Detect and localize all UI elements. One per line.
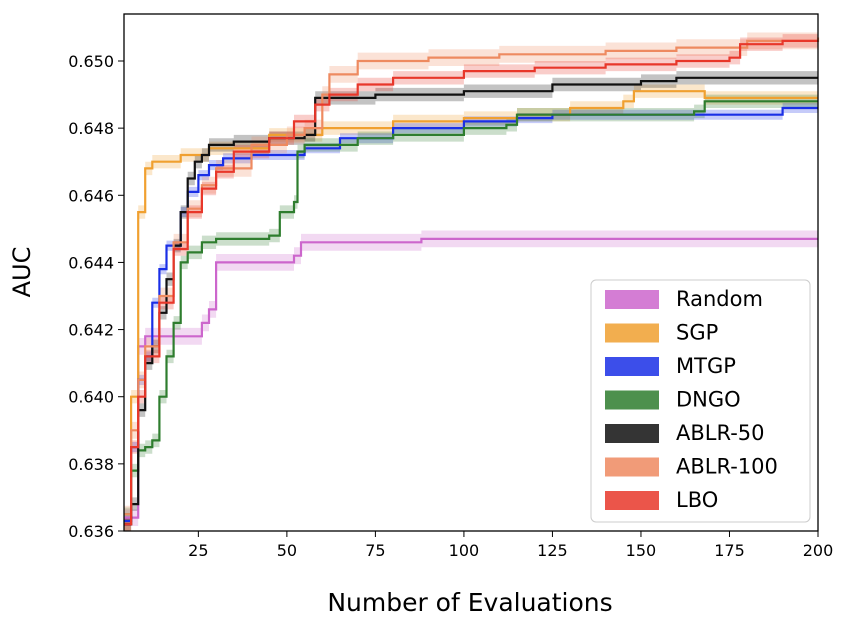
line-random bbox=[124, 237, 818, 519]
line-dngo bbox=[124, 100, 818, 516]
x-tick-label: 175 bbox=[714, 541, 745, 560]
legend-swatch-ablr-100 bbox=[605, 457, 659, 477]
legend-label-ablr-50: ABLR-50 bbox=[676, 421, 765, 445]
x-axis-ticks: 25 50 75 100 125 150 175 200 bbox=[188, 531, 833, 560]
legend-label-ablr-100: ABLR-100 bbox=[676, 455, 778, 479]
plot-frame bbox=[123, 13, 819, 532]
line-lbo bbox=[124, 39, 818, 526]
legend-swatch-mtgp bbox=[605, 357, 659, 376]
y-tick-label: 0.644 bbox=[68, 253, 114, 272]
x-tick-label: 100 bbox=[449, 541, 480, 560]
y-tick-label: 0.648 bbox=[68, 119, 114, 138]
legend-label-lbo: LBO bbox=[676, 488, 718, 512]
y-axis-ticks: 0.636 0.638 0.640 0.642 0.644 0.646 0.648 0.650 bbox=[68, 52, 124, 541]
legend-label-mtgp: MTGP bbox=[676, 354, 736, 378]
y-tick-label: 0.642 bbox=[68, 321, 114, 340]
legend-swatch-dngo bbox=[605, 390, 659, 410]
y-tick-label: 0.638 bbox=[68, 455, 114, 474]
x-tick-label: 75 bbox=[365, 541, 385, 560]
legend-swatch-lbo bbox=[605, 491, 659, 510]
y-tick-label: 0.646 bbox=[68, 186, 114, 205]
y-tick-label: 0.640 bbox=[68, 388, 114, 407]
series-lines bbox=[124, 37, 820, 526]
x-tick-label: 50 bbox=[277, 541, 297, 560]
y-tick-label: 0.650 bbox=[68, 52, 114, 71]
x-tick-label: 150 bbox=[626, 541, 657, 560]
legend: Random SGP MTGP DNGO ABLR-50 ABLR-100 LBO bbox=[590, 279, 811, 523]
y-tick-label: 0.636 bbox=[68, 522, 114, 541]
line-ablr-50 bbox=[124, 76, 818, 526]
legend-label-dngo: DNGO bbox=[676, 388, 741, 412]
legend-label-sgp: SGP bbox=[676, 321, 718, 345]
legend-swatch-ablr-50 bbox=[605, 424, 659, 443]
line-ablr-100 bbox=[124, 37, 820, 516]
y-axis-title: AUC bbox=[8, 247, 36, 298]
legend-swatch-random bbox=[605, 290, 659, 309]
x-tick-label: 200 bbox=[803, 541, 834, 560]
x-tick-label: 25 bbox=[188, 541, 208, 560]
x-axis-title: Number of Evaluations bbox=[327, 588, 612, 617]
legend-label-random: Random bbox=[676, 287, 763, 311]
legend-swatch-sgp bbox=[605, 323, 659, 343]
x-tick-label: 125 bbox=[537, 541, 568, 560]
